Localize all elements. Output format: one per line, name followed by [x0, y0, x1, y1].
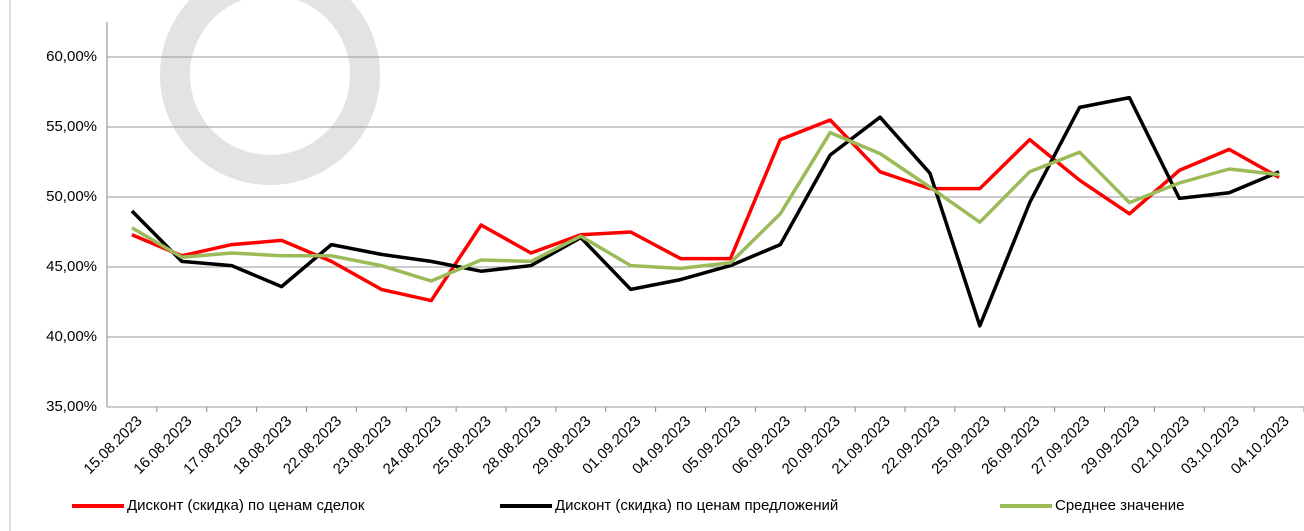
legend-label: Среднее значение — [1055, 497, 1184, 514]
watermark — [160, 0, 380, 185]
legend-label: Дисконт (скидка) по ценам сделок — [127, 497, 365, 514]
y-tick-label: 60,00% — [46, 48, 97, 65]
line-series — [130, 95, 1280, 328]
y-tick-label: 35,00% — [46, 398, 97, 415]
y-tick-label: 50,00% — [46, 188, 97, 205]
legend-label: Дисконт (скидка) по ценам предложений — [555, 497, 838, 514]
y-tick-label: 45,00% — [46, 258, 97, 275]
line-series — [131, 130, 1280, 283]
y-tick-label: 40,00% — [46, 328, 97, 345]
line-series — [131, 118, 1280, 303]
y-tick-label: 55,00% — [46, 118, 97, 135]
